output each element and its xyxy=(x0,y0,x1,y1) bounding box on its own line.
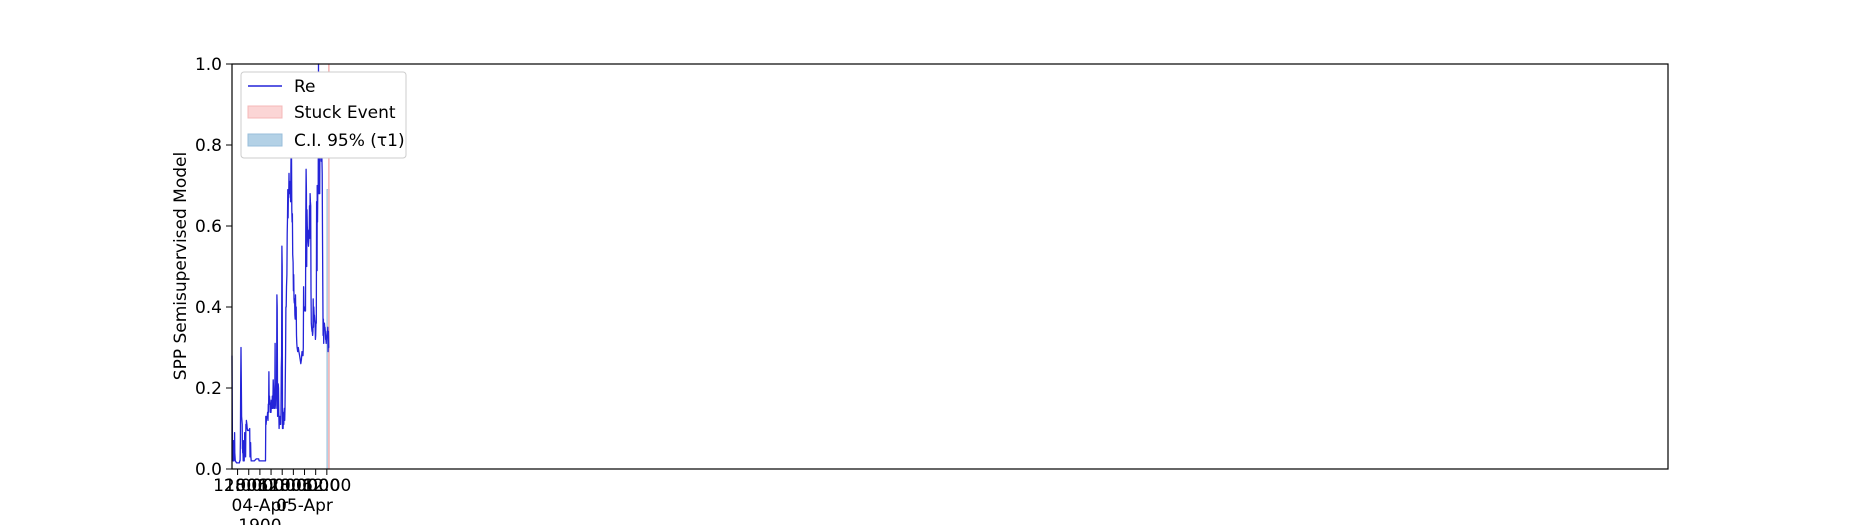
legend-label-re: Re xyxy=(294,77,316,97)
legend-label-stuck-event: Stuck Event xyxy=(294,103,396,123)
x-tick-label: 00:00 xyxy=(280,476,329,496)
legend: Re Stuck Event C.I. 95% (τ1) xyxy=(240,71,407,159)
x-axis: 12:0018:0000:0004-Apr190006:0012:0018:00… xyxy=(213,469,351,525)
x-tick-label: 06:00 xyxy=(291,476,340,496)
x-tick-year-label: 1900 xyxy=(238,516,281,525)
y-tick-label: 0.6 xyxy=(195,217,222,237)
y-tick-label: 0.0 xyxy=(195,460,222,480)
legend-swatch-stuck-event xyxy=(247,105,283,119)
y-tick-label: 0.2 xyxy=(195,379,222,399)
x-tick-label: 06:00 xyxy=(247,476,296,496)
legend-label-ci: C.I. 95% (τ1) xyxy=(294,131,405,151)
y-tick-label: 0.4 xyxy=(195,298,222,318)
y-tick-label: 0.8 xyxy=(195,136,222,156)
x-tick-date-label: 05-Apr xyxy=(276,496,333,516)
legend-swatch-ci xyxy=(247,133,283,147)
x-tick-label: 12:00 xyxy=(258,476,307,496)
y-tick-label: 1.0 xyxy=(195,55,222,75)
x-tick-label: 18:00 xyxy=(224,476,273,496)
plot-frame xyxy=(231,63,1669,470)
y-axis-label: SPP Semisupervised Model xyxy=(171,152,191,380)
series-line-re xyxy=(231,63,330,464)
x-tick-label: 12:00 xyxy=(302,476,351,496)
x-tick-date-label: 04-Apr xyxy=(231,496,288,516)
x-tick-label: 00:00 xyxy=(235,476,284,496)
x-tick-label: 12:00 xyxy=(213,476,262,496)
y-axis: 0.0 0.2 0.4 0.6 0.8 1.0 xyxy=(195,55,232,480)
x-tick-label: 18:00 xyxy=(269,476,318,496)
series-lines xyxy=(231,63,330,464)
